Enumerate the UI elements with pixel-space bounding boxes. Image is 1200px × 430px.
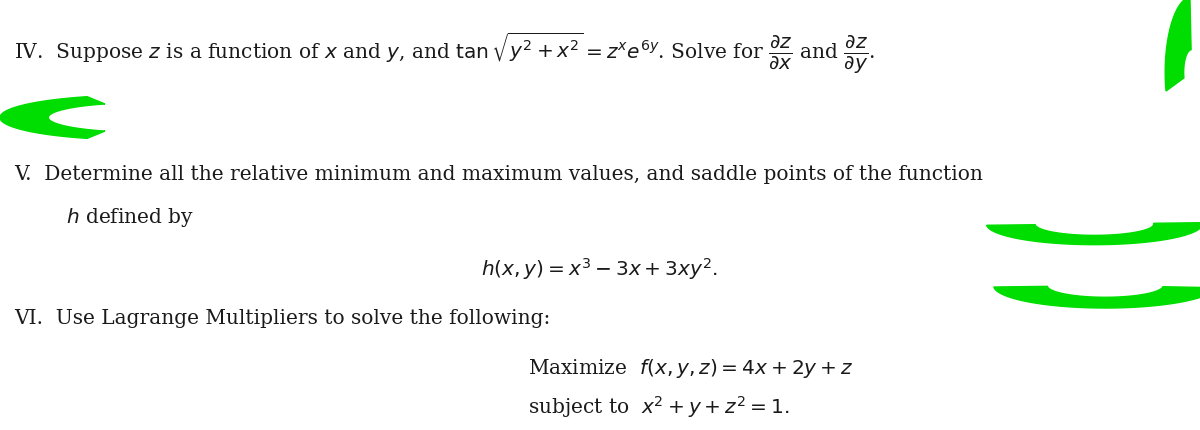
Polygon shape bbox=[1165, 0, 1192, 92]
Text: subject to  $x^2 + y + z^2 = 1.$: subject to $x^2 + y + z^2 = 1.$ bbox=[528, 393, 790, 419]
Polygon shape bbox=[986, 223, 1200, 245]
Text: Maximize  $f(x, y, z) = 4x + 2y + z$: Maximize $f(x, y, z) = 4x + 2y + z$ bbox=[528, 356, 853, 379]
Text: IV.  Suppose $z$ is a function of $x$ and $y$, and $\tan\sqrt{y^2 + x^2} = z^x e: IV. Suppose $z$ is a function of $x$ and… bbox=[14, 31, 876, 76]
Text: V.  Determine all the relative minimum and maximum values, and saddle points of : V. Determine all the relative minimum an… bbox=[14, 165, 983, 184]
Polygon shape bbox=[0, 98, 104, 139]
Text: $h(x, y) = x^3 - 3x + 3xy^2.$: $h(x, y) = x^3 - 3x + 3xy^2.$ bbox=[481, 256, 719, 282]
Polygon shape bbox=[994, 287, 1200, 308]
Text: $h$ defined by: $h$ defined by bbox=[66, 206, 194, 229]
Text: VI.  Use Lagrange Multipliers to solve the following:: VI. Use Lagrange Multipliers to solve th… bbox=[14, 309, 551, 328]
